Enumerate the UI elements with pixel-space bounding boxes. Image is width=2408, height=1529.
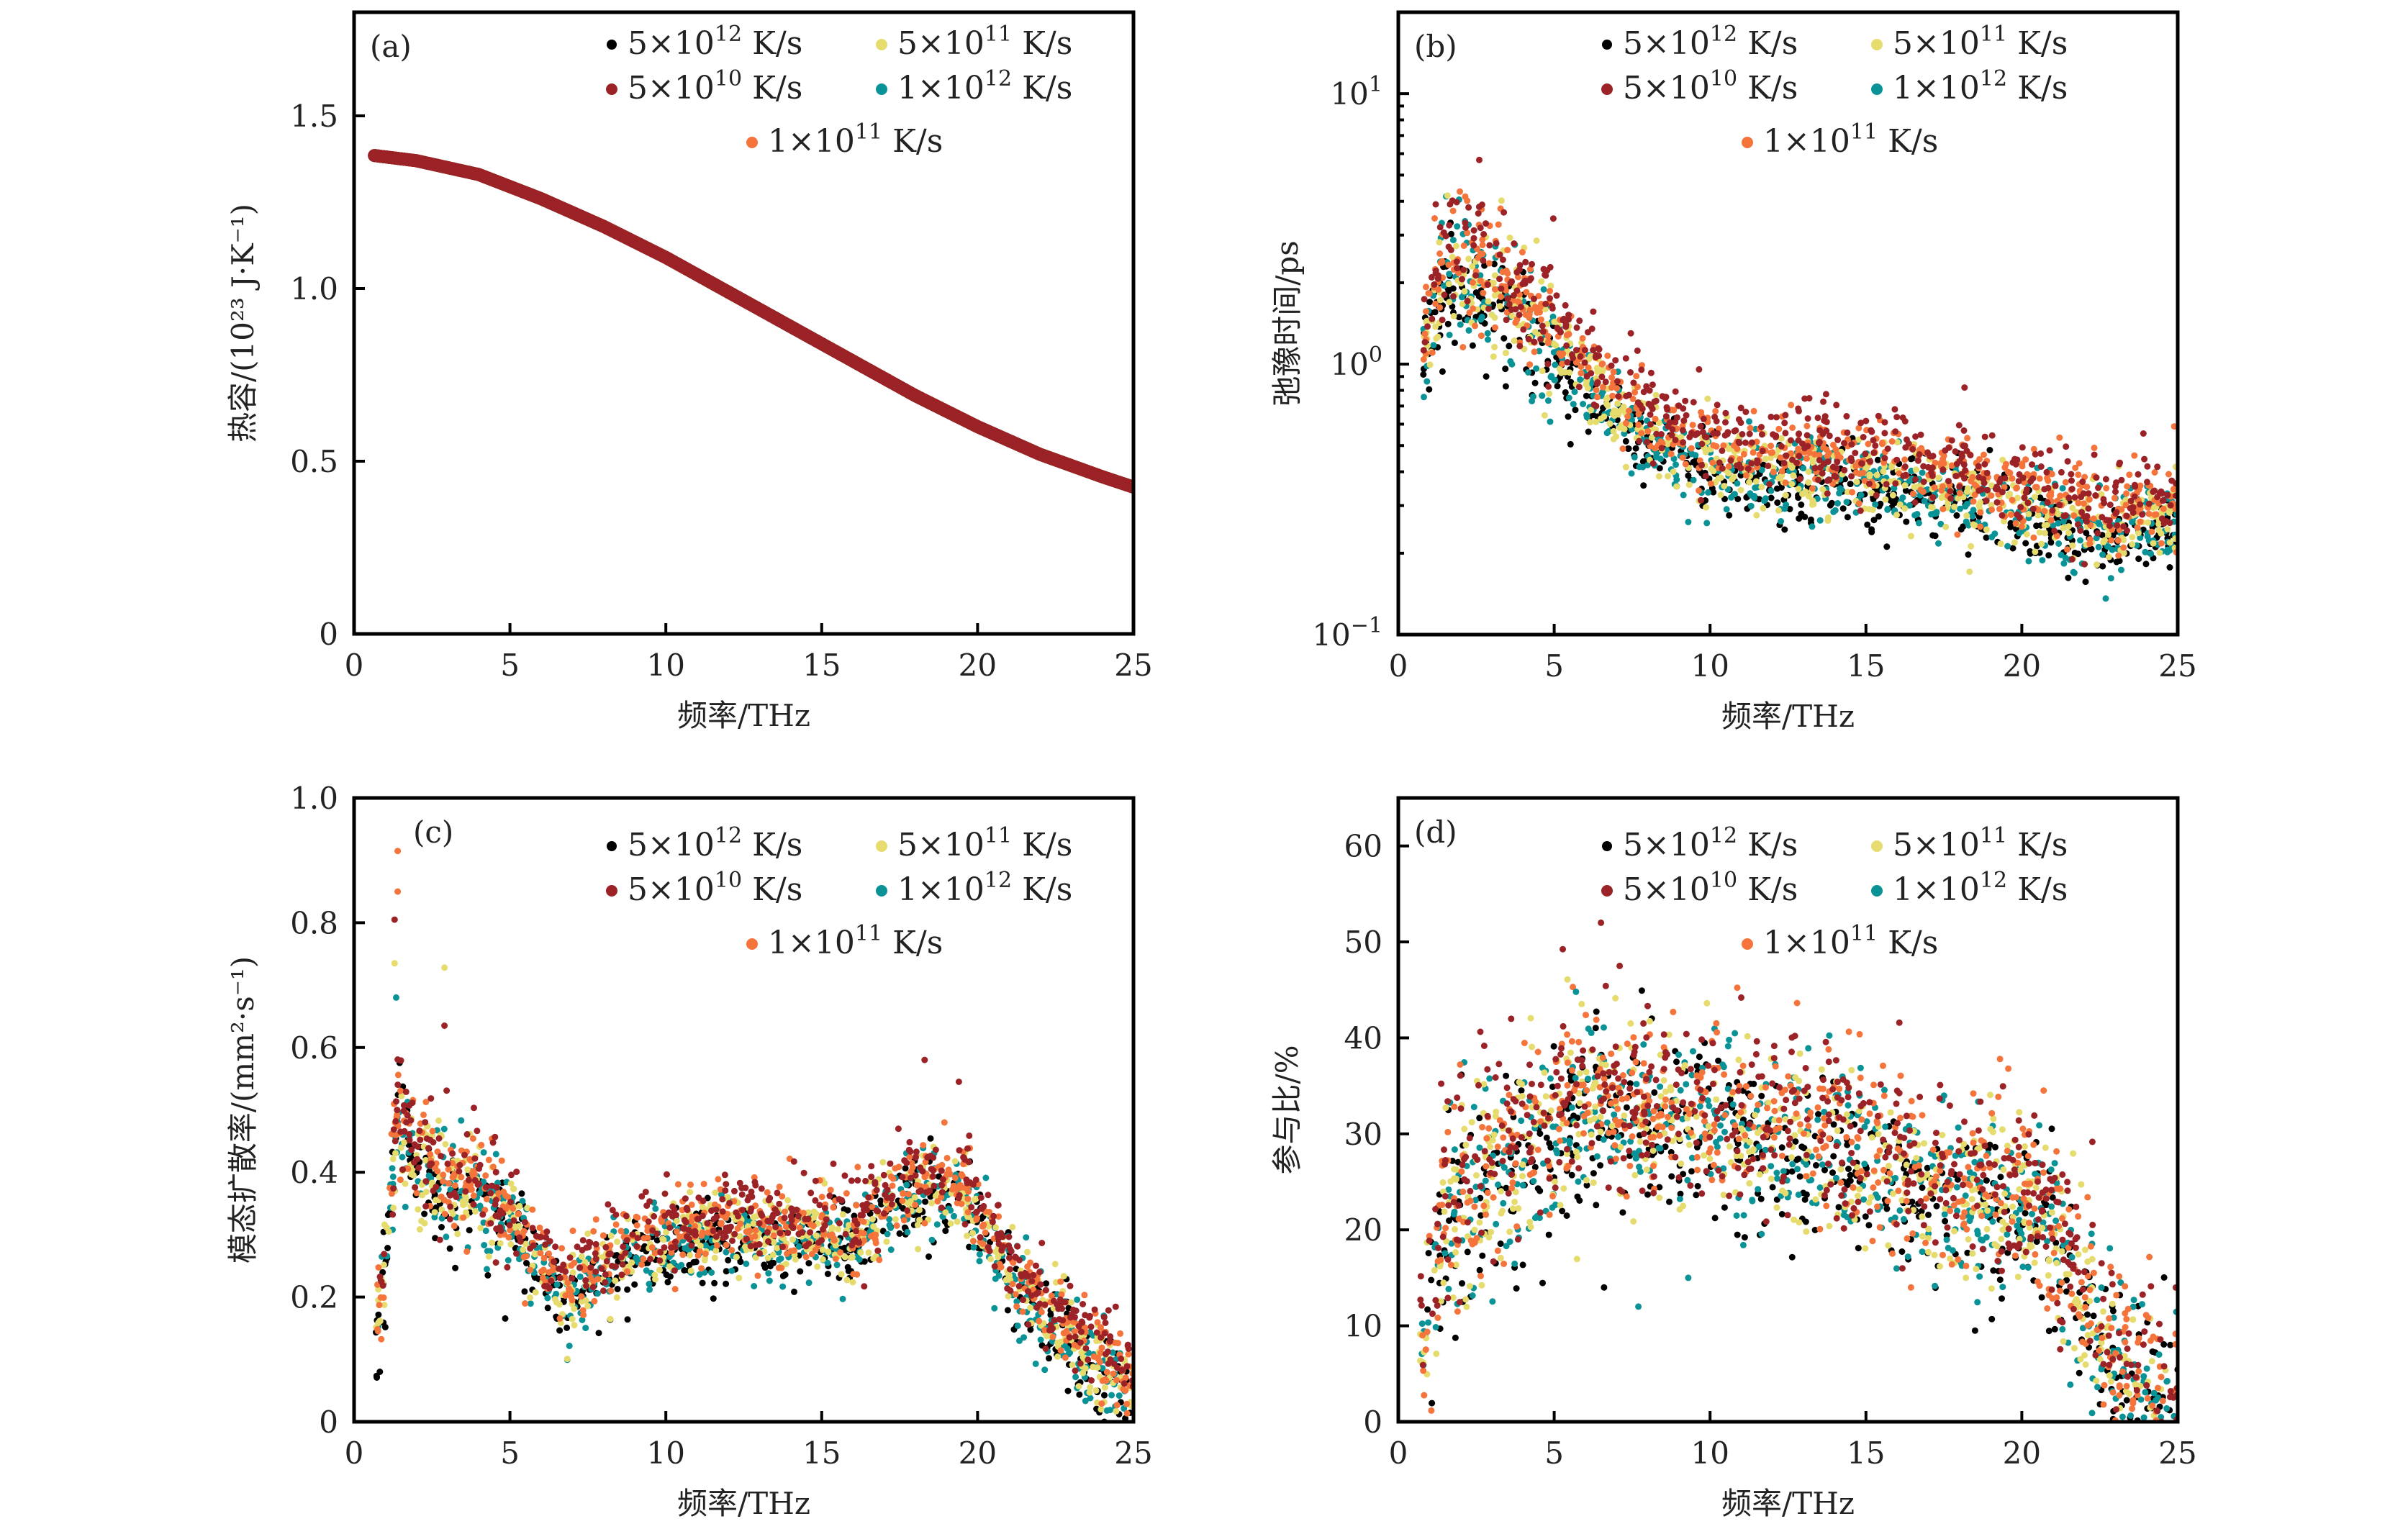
series-r5e10 (368, 149, 1133, 494)
data-points (368, 149, 1133, 494)
